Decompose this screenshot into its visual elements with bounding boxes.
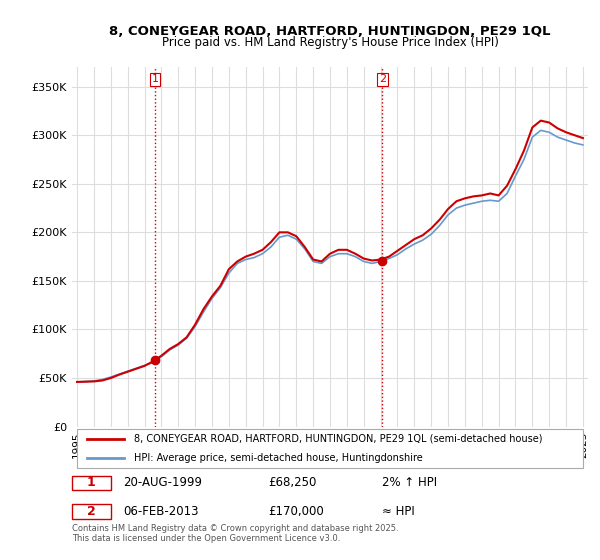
Text: Price paid vs. HM Land Registry's House Price Index (HPI): Price paid vs. HM Land Registry's House … — [161, 36, 499, 49]
Text: 1: 1 — [152, 74, 159, 85]
Text: ≈ HPI: ≈ HPI — [382, 505, 415, 518]
Text: Contains HM Land Registry data © Crown copyright and database right 2025.
This d: Contains HM Land Registry data © Crown c… — [72, 524, 398, 543]
FancyBboxPatch shape — [72, 475, 110, 490]
Text: 8, CONEYGEAR ROAD, HARTFORD, HUNTINGDON, PE29 1QL (semi-detached house): 8, CONEYGEAR ROAD, HARTFORD, HUNTINGDON,… — [134, 433, 542, 444]
Text: HPI: Average price, semi-detached house, Huntingdonshire: HPI: Average price, semi-detached house,… — [134, 452, 422, 463]
Text: £68,250: £68,250 — [268, 477, 316, 489]
Text: 06-FEB-2013: 06-FEB-2013 — [124, 505, 199, 518]
FancyBboxPatch shape — [77, 429, 583, 468]
Text: 8, CONEYGEAR ROAD, HARTFORD, HUNTINGDON, PE29 1QL: 8, CONEYGEAR ROAD, HARTFORD, HUNTINGDON,… — [109, 25, 551, 38]
Text: 20-AUG-1999: 20-AUG-1999 — [124, 477, 203, 489]
Text: 2: 2 — [87, 505, 95, 518]
Text: 1: 1 — [87, 477, 95, 489]
Text: £170,000: £170,000 — [268, 505, 324, 518]
Text: 2% ↑ HPI: 2% ↑ HPI — [382, 477, 437, 489]
FancyBboxPatch shape — [72, 504, 110, 519]
Text: 2: 2 — [379, 74, 386, 85]
